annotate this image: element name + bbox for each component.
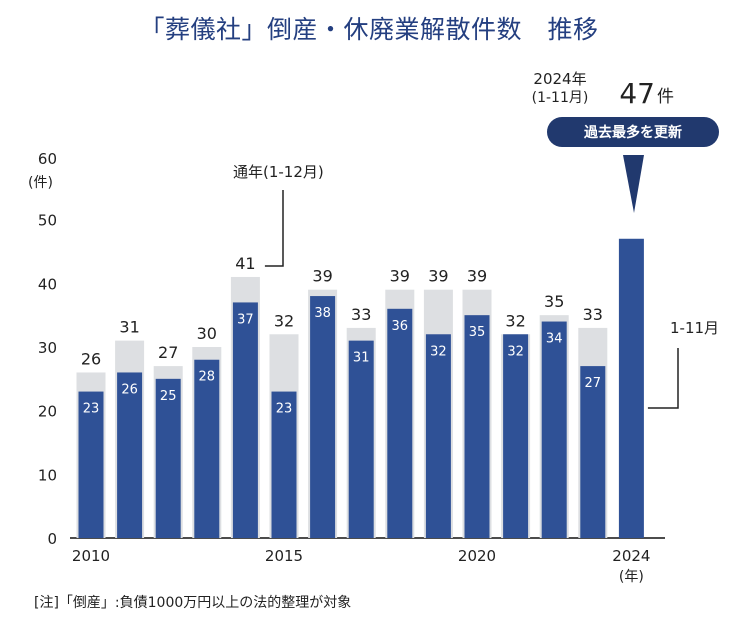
y-tick-label: 20	[38, 403, 57, 421]
record-badge	[547, 117, 719, 147]
partial-year-value-label: 27	[585, 376, 602, 391]
partial-year-value-label: 23	[83, 402, 100, 417]
full-year-value-label: 31	[119, 318, 139, 337]
record-pointer-icon	[623, 155, 644, 213]
full-year-value-label: 39	[428, 267, 448, 286]
full-year-value-label: 39	[390, 267, 410, 286]
x-tick-label: 2010	[72, 547, 110, 565]
partial-year-bar	[580, 366, 606, 538]
partial-year-bar	[194, 359, 220, 538]
highlight-year-label: 2024年	[533, 70, 586, 88]
partial-year-value-label: 23	[276, 402, 293, 417]
partial-year-value-label: 35	[469, 325, 486, 340]
y-tick-label: 60	[38, 150, 57, 168]
full-year-value-label: 32	[505, 311, 525, 330]
y-tick-label: 0	[47, 530, 57, 548]
y-tick-label: 40	[38, 275, 57, 293]
highlight-period-label: (1-11月)	[532, 90, 589, 106]
partial-year-bar	[348, 340, 374, 538]
highlight-value: 47	[619, 77, 655, 110]
partial-leader-line	[647, 348, 679, 409]
full-year-legend-label: 通年(1-12月)	[233, 163, 324, 181]
partial-year-bar	[78, 391, 104, 538]
y-unit-label: (件)	[28, 175, 53, 191]
x-tick-label: 2015	[265, 547, 303, 565]
partial-year-bar	[387, 308, 413, 538]
y-tick-label: 50	[38, 212, 57, 230]
partial-year-bar	[618, 238, 644, 538]
full-year-value-label: 33	[351, 305, 371, 324]
record-badge-label: 過去最多を更新	[583, 124, 682, 141]
partial-year-bar	[541, 321, 567, 538]
partial-year-value-label: 38	[314, 306, 331, 321]
full-year-value-label: 39	[467, 267, 487, 286]
full-year-leader-line	[264, 190, 284, 267]
partial-year-value-label: 37	[237, 312, 254, 327]
x-unit-label: (年)	[619, 569, 644, 585]
partial-year-value-label: 34	[546, 332, 563, 347]
full-year-value-label: 32	[274, 311, 294, 330]
chart-title: 「葬儀社」倒産・休廃業解散件数 推移	[139, 15, 599, 44]
full-year-value-label: 39	[312, 267, 332, 286]
partial-year-bar	[310, 296, 336, 538]
full-year-value-label: 27	[158, 343, 178, 362]
partial-year-value-label: 36	[392, 319, 409, 334]
partial-year-bar	[117, 372, 143, 538]
full-year-value-label: 35	[544, 292, 564, 311]
full-year-value-label: 30	[197, 324, 217, 343]
partial-year-bar	[232, 302, 258, 538]
partial-year-value-label: 26	[121, 382, 138, 397]
full-year-value-label: 26	[81, 349, 101, 368]
partial-year-bar	[503, 334, 529, 538]
partial-year-value-label: 32	[430, 344, 447, 359]
partial-year-bar	[155, 378, 181, 538]
full-year-value-label: 33	[583, 305, 603, 324]
partial-year-value-label: 31	[353, 351, 370, 366]
partial-year-bar	[271, 391, 297, 538]
partial-year-value-label: 28	[199, 370, 216, 385]
partial-year-value-label: 32	[507, 344, 524, 359]
highlight-unit: 件	[657, 87, 674, 107]
x-tick-label: 2024	[612, 547, 650, 565]
partial-year-bar	[464, 315, 490, 538]
partial-legend-label: 1-11月	[670, 319, 719, 337]
partial-year-value-label: 25	[160, 389, 177, 404]
y-tick-label: 10	[38, 466, 57, 484]
full-year-value-label: 41	[235, 254, 255, 273]
x-tick-label: 2020	[458, 547, 496, 565]
footnote: [注]「倒産」:負債1000万円以上の法的整理が対象	[34, 595, 352, 611]
y-tick-label: 30	[38, 339, 57, 357]
partial-year-bar	[425, 334, 451, 538]
